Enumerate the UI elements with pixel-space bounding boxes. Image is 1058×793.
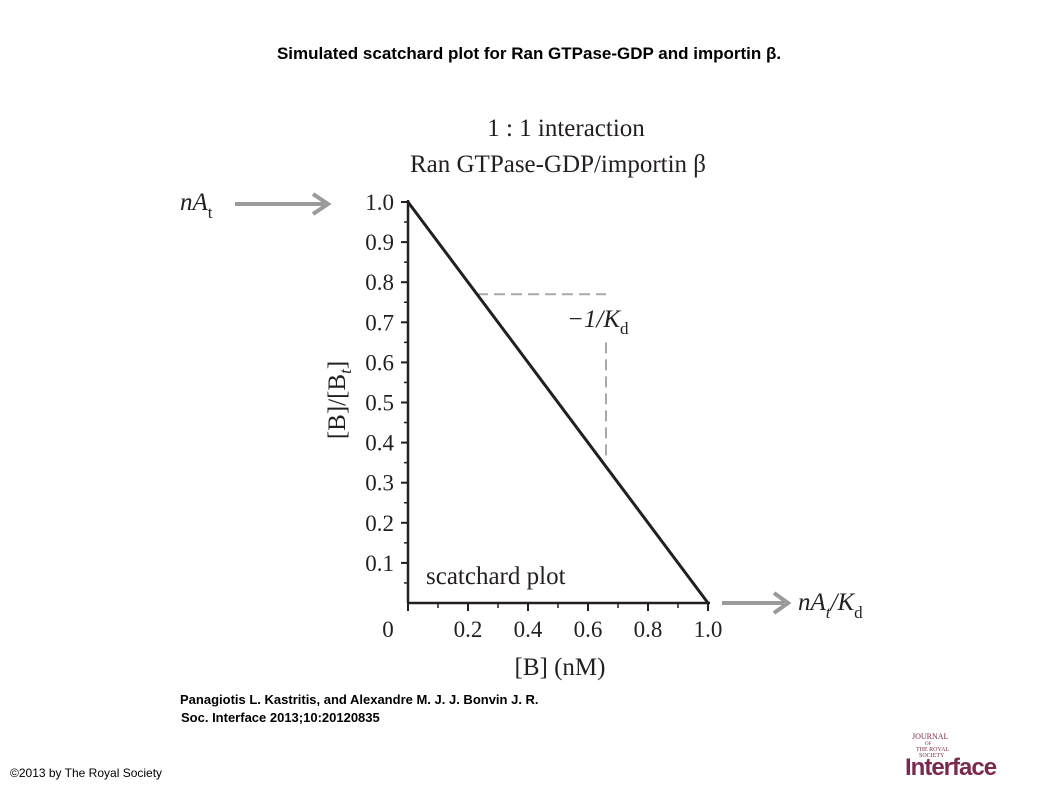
tick-marks [401, 201, 709, 611]
citation-line-1: Panagiotis L. Kastritis, and Alexandre M… [180, 692, 539, 707]
y-tick-label: 0.4 [365, 431, 394, 456]
series-layer [406, 201, 710, 604]
logo-of-text: OF [925, 742, 932, 747]
slope-label: −1/Kd [567, 306, 629, 338]
logo-wordmark: Interface [905, 754, 997, 780]
y-tick-label: 0.9 [365, 230, 394, 255]
interface-logo-icon: JOURNAL OF THE ROYAL SOCIETY Interface [905, 732, 998, 781]
y-axis-label: [B]/[Bt] [324, 361, 355, 439]
citation: Panagiotis L. Kastritis, and Alexandre M… [180, 691, 650, 727]
x-tick-label: 0 [382, 617, 394, 642]
x-tick-label: 0.6 [574, 617, 603, 642]
y-intercept-label: nAt [180, 189, 213, 222]
y-intercept-arrow [235, 192, 332, 216]
scatchard-chart: 1 : 1 interaction Ran GTPase-GDP/importi… [180, 115, 863, 681]
logo-journal-text: JOURNAL [912, 732, 949, 741]
x-tick-label: 0.4 [514, 617, 543, 642]
x-intercept-arrow [722, 591, 792, 615]
y-tick-label: 0.7 [365, 310, 394, 335]
journal-logo: JOURNAL OF THE ROYAL SOCIETY Interface [905, 730, 1015, 781]
y-tick-label: 1.0 [365, 190, 394, 215]
chart-title-line2: Ran GTPase-GDP/importin β [410, 151, 706, 178]
chart-title-line1: 1 : 1 interaction [487, 115, 645, 142]
slope-guides [477, 293, 607, 459]
x-tick-label: 0.2 [454, 617, 483, 642]
y-tick-label: 0.8 [365, 270, 394, 295]
scatchard-line [406, 201, 710, 604]
scatchard-plot-label: scatchard plot [426, 563, 566, 590]
tick-labels: 0.1 0.2 0.3 0.4 0.5 0.6 0.7 0.8 0.9 1.0 0 0.2 0.4 0.6… [365, 190, 722, 642]
y-tick-label: 0.6 [365, 350, 394, 375]
logo-society-text-2: SOCIETY [919, 753, 945, 759]
y-tick-label: 0.2 [365, 511, 394, 536]
x-tick-label: 1.0 [694, 617, 723, 642]
x-tick-label: 0.8 [634, 617, 663, 642]
y-tick-label: 0.5 [365, 391, 394, 416]
x-intercept-label: nAt/Kd [798, 589, 863, 622]
scatchard-figure: 1 : 1 interaction Ran GTPase-GDP/importi… [160, 100, 920, 690]
logo-society-text-1: THE ROYAL [916, 747, 949, 753]
y-tick-label: 0.1 [365, 551, 394, 576]
x-axis-label: [B] (nM) [515, 654, 606, 681]
copyright-notice: ©2013 by The Royal Society [10, 766, 163, 780]
citation-line-2: Soc. Interface 2013;10:20120835 [181, 710, 380, 725]
slide-title: Simulated scatchard plot for Ran GTPase-… [276, 44, 782, 63]
y-tick-label: 0.3 [365, 471, 394, 496]
